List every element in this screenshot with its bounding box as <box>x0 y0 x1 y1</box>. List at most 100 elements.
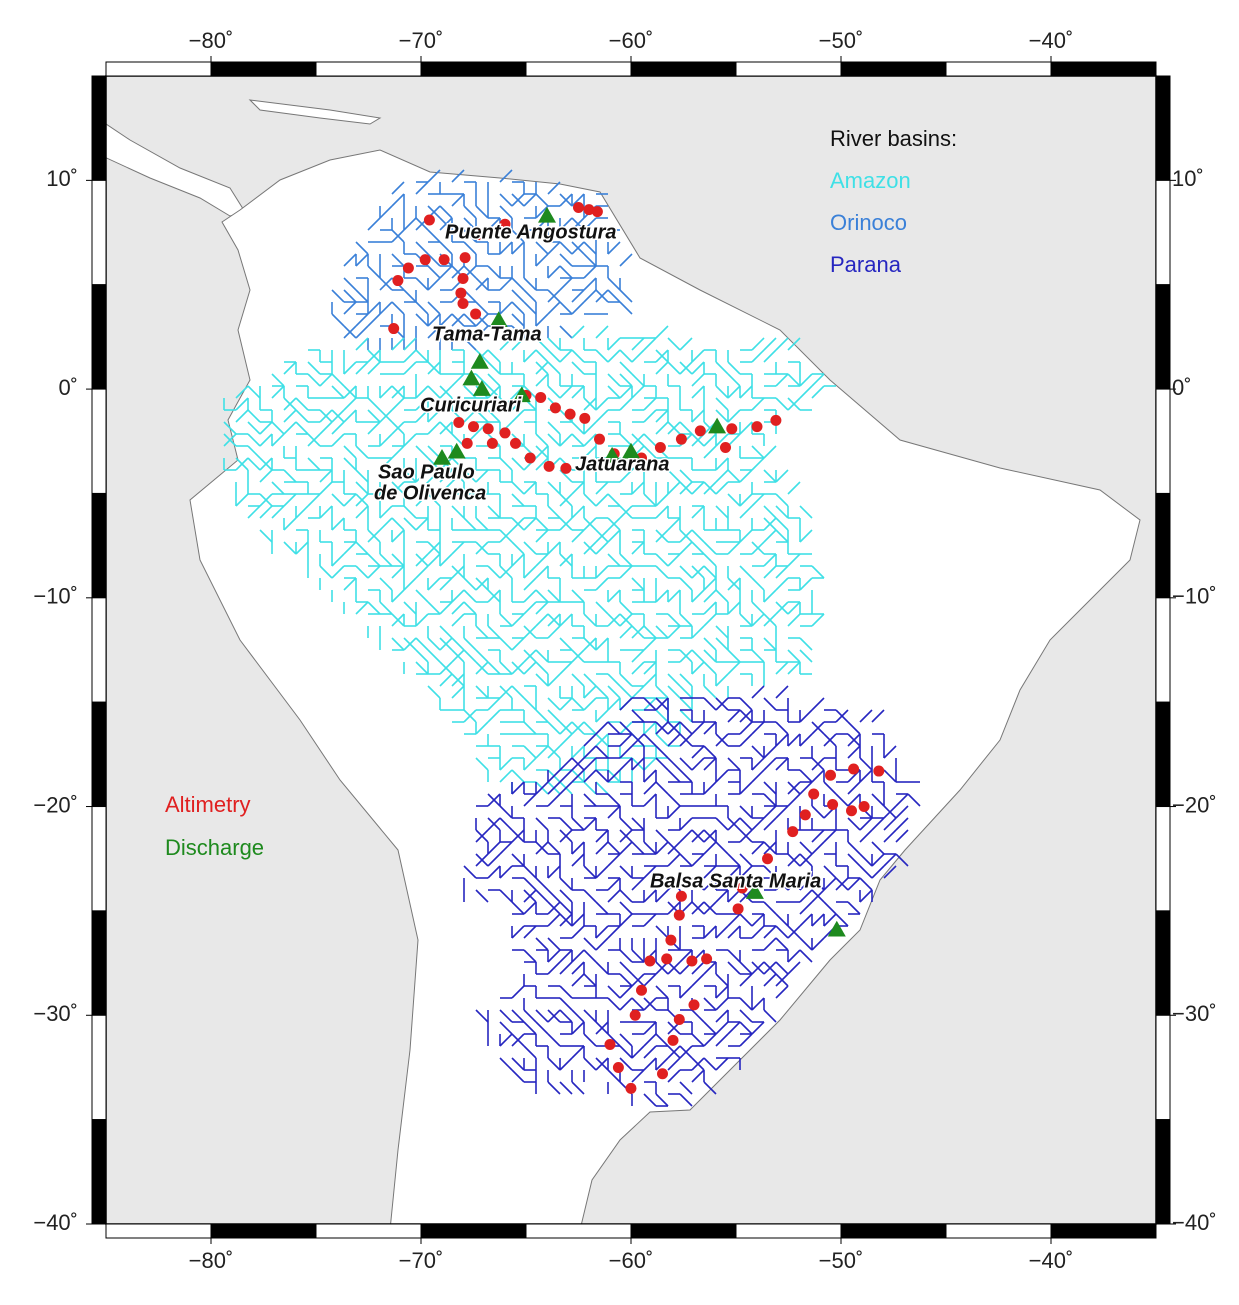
river-segment <box>547 901 561 915</box>
river-segment <box>331 313 345 327</box>
river-segment <box>463 313 477 327</box>
river-segment <box>715 985 729 999</box>
river-segment <box>463 589 477 603</box>
river-segment <box>235 409 249 423</box>
altimetry-point <box>673 1013 685 1025</box>
river-segment <box>559 985 573 999</box>
river-segment <box>583 721 597 735</box>
river-segment <box>571 721 585 735</box>
river-segment <box>415 349 429 363</box>
rivers <box>223 169 921 1107</box>
river-segment <box>343 445 357 459</box>
river-segment <box>847 721 861 735</box>
river-segment <box>607 697 621 711</box>
river-segment <box>331 433 345 447</box>
river-segment <box>703 757 717 771</box>
river-segment <box>667 685 681 699</box>
river-segment <box>619 253 633 267</box>
frame-segment <box>1155 75 1171 181</box>
river-segment <box>727 541 741 555</box>
river-segment <box>691 565 705 579</box>
river-segment <box>463 241 477 255</box>
river-segment <box>655 565 669 579</box>
river-segment <box>307 457 321 471</box>
river-segment <box>715 505 729 519</box>
altimetry-point <box>453 416 465 428</box>
river-segment <box>751 925 765 939</box>
river-segment <box>595 481 609 495</box>
river-segment <box>523 649 537 663</box>
river-segment <box>727 385 741 399</box>
river-segment <box>403 517 417 531</box>
river-segment <box>343 577 357 591</box>
river-segment <box>607 493 621 507</box>
river-segment <box>847 841 861 855</box>
river-segment <box>475 625 489 639</box>
river-segment <box>619 397 633 411</box>
river-segment <box>619 1045 633 1059</box>
altimetry-point <box>549 402 561 414</box>
river-segment <box>427 253 441 267</box>
frame-segment <box>315 1223 422 1239</box>
river-segment <box>799 901 813 915</box>
frame-segment <box>1155 910 1171 1016</box>
river-segment <box>571 697 585 711</box>
river-segment <box>619 733 633 747</box>
river-segment <box>415 409 429 423</box>
caribbean-island <box>248 99 382 125</box>
altimetry-point <box>564 408 576 420</box>
river-segment <box>403 289 417 303</box>
river-segment <box>775 685 789 699</box>
river-segment <box>463 637 477 651</box>
river-segment <box>583 685 597 699</box>
river-segment <box>355 289 369 303</box>
river-segment <box>739 505 753 519</box>
river-segment <box>619 985 633 999</box>
river-segment <box>787 781 801 795</box>
river-segment <box>715 1033 729 1047</box>
river-segment <box>415 241 429 255</box>
river-segment <box>583 889 597 903</box>
river-segment <box>367 553 381 567</box>
river-segment <box>307 493 321 507</box>
river-segment <box>667 841 681 855</box>
river-segment <box>691 505 705 519</box>
river-segment <box>763 529 777 543</box>
river-segment <box>631 337 645 351</box>
river-segment <box>715 1009 729 1023</box>
river-segment <box>775 973 789 987</box>
river-segment <box>763 553 777 567</box>
river-segment <box>331 373 345 387</box>
river-segment <box>679 757 693 771</box>
river-segment <box>331 421 345 435</box>
river-segment <box>355 505 369 519</box>
river-segment <box>307 361 321 375</box>
river-segment <box>367 565 381 579</box>
river-segment <box>595 493 609 507</box>
river-segment <box>547 1033 561 1047</box>
river-segment <box>715 433 729 447</box>
frame-segment <box>210 1223 317 1239</box>
altimetry-point <box>499 427 511 439</box>
river-segment <box>619 469 633 483</box>
frame-segment <box>735 1223 842 1239</box>
altimetry-point <box>499 218 511 230</box>
river-segment <box>607 241 621 255</box>
river-segment <box>427 385 441 399</box>
altimetry-point <box>486 437 498 449</box>
river-segment <box>883 805 897 819</box>
river-segment <box>499 397 513 411</box>
river-segment <box>607 793 621 807</box>
river-segment <box>703 1021 717 1035</box>
river-segment <box>427 277 441 291</box>
river-segment <box>547 781 561 795</box>
river-segment <box>811 841 825 855</box>
river-segment <box>631 349 645 363</box>
river-segment <box>547 937 561 951</box>
river-segment <box>487 409 501 423</box>
frame-segment <box>630 1223 737 1239</box>
river-segment <box>655 709 669 723</box>
river-segment <box>679 649 693 663</box>
altimetry-point <box>770 414 782 426</box>
river-segment <box>511 193 525 207</box>
